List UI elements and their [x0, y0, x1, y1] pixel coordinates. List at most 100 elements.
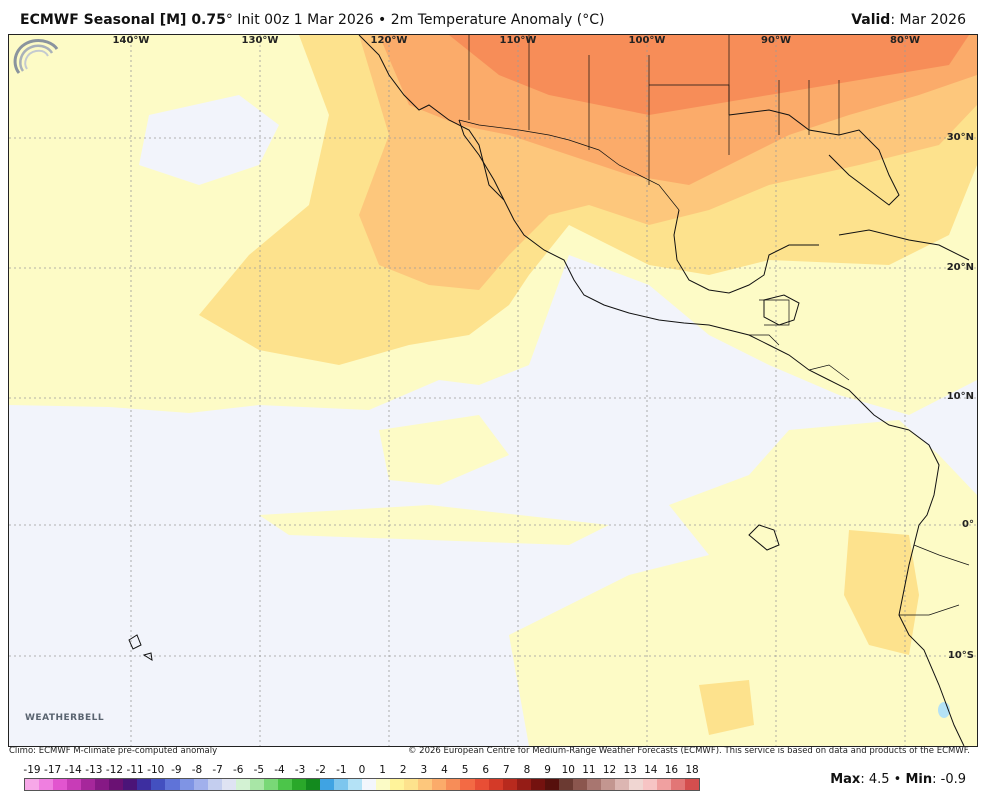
- model-name: ECMWF Seasonal [M] 0.75: [20, 12, 226, 28]
- scale-label: 0: [358, 764, 366, 776]
- scale-swatch: [614, 779, 630, 790]
- scale-swatch: [207, 779, 222, 790]
- scale-swatch: [305, 779, 320, 790]
- scale-label: 7: [503, 764, 510, 776]
- scale-label: -6: [233, 764, 244, 776]
- scale-swatch: [671, 779, 686, 790]
- scale-swatch: [488, 779, 503, 790]
- scale-label: 6: [482, 764, 490, 776]
- anomaly-0-1-equator-band: [259, 415, 609, 545]
- logo-text: WEATHERBELL: [25, 713, 105, 723]
- scale-swatch: [319, 779, 335, 790]
- init-and-variable: Init 00z 1 Mar 2026 • 2m Temperature Ano…: [232, 12, 605, 28]
- scale-label: -2: [315, 764, 326, 776]
- lat-label-0: 0°: [962, 519, 974, 530]
- lon-label-130w: 130°W: [241, 35, 279, 46]
- scale-swatch: [67, 779, 82, 790]
- scale-swatch: [502, 779, 517, 790]
- scale-swatch: [643, 779, 658, 790]
- anomaly-0-1-south: [509, 420, 977, 746]
- valid-date: Valid: Mar 2026: [851, 12, 966, 28]
- scale-label: 3: [420, 764, 428, 776]
- scale-label: -8: [191, 764, 203, 776]
- scale-swatch: [179, 779, 194, 790]
- scale-swatch: [390, 779, 405, 790]
- lon-label-80w: 80°W: [890, 35, 920, 46]
- scale-label: 9: [544, 764, 551, 776]
- max-min-stats: Max: 4.5 • Min: -0.9: [830, 772, 966, 787]
- map-title: ECMWF Seasonal [M] 0.75° Init 00z 1 Mar …: [20, 12, 604, 28]
- scale-swatch: [348, 779, 363, 790]
- scale-swatch: [123, 779, 138, 790]
- scale-swatch: [235, 779, 250, 790]
- scale-swatch: [586, 779, 601, 790]
- lat-label-30n: 30°N: [946, 132, 974, 143]
- scale-swatch: [25, 779, 40, 790]
- scale-swatch: [151, 779, 166, 790]
- min-value: : -0.9: [932, 772, 966, 787]
- scale-label: -1: [336, 764, 347, 776]
- scale-swatch: [291, 779, 306, 790]
- scale-swatch: [362, 779, 377, 790]
- scale-swatch: [165, 779, 180, 790]
- anomaly-1-2-south: [699, 530, 919, 735]
- scale-label: 5: [461, 764, 469, 776]
- scale-label: -9: [171, 764, 182, 776]
- scale-swatch: [109, 779, 124, 790]
- scale-swatch: [376, 779, 391, 790]
- scale-swatch: [474, 779, 489, 790]
- anomaly-map: 140°W 130°W 120°W 110°W 100°W 90°W 80°W …: [8, 34, 978, 747]
- scale-swatch: [572, 779, 587, 790]
- valid-label: Valid: [851, 12, 891, 28]
- lon-label-100w: 100°W: [628, 35, 666, 46]
- coastlines: [128, 35, 970, 746]
- anomaly-4-5: [449, 35, 969, 115]
- scale-swatch: [277, 779, 292, 790]
- lat-label-20n: 20°N: [946, 262, 974, 273]
- lon-label-120w: 120°W: [370, 35, 408, 46]
- lon-label-140w: 140°W: [112, 35, 150, 46]
- climo-note: Climo: ECMWF M-climate pre-computed anom…: [9, 746, 218, 756]
- weatherbell-logo: [13, 39, 59, 74]
- lat-label-10n: 10°N: [946, 391, 974, 402]
- scale-swatch: [193, 779, 208, 790]
- scale-swatch: [404, 779, 419, 790]
- lon-label-110w: 110°W: [499, 35, 537, 46]
- scale-swatch: [249, 779, 264, 790]
- scale-swatch: [685, 779, 700, 790]
- scale-swatch: [657, 779, 672, 790]
- cool-pocket-north: [139, 95, 279, 185]
- graticule: [9, 35, 977, 746]
- scale-swatch: [53, 779, 68, 790]
- scale-label: 14: [644, 764, 658, 776]
- borders: [458, 35, 970, 616]
- scale-swatch: [263, 779, 278, 790]
- scale-swatch: [432, 779, 447, 790]
- scale-label: -3: [294, 764, 306, 776]
- scale-label: 16: [664, 764, 679, 776]
- scale-swatch: [544, 779, 559, 790]
- scale-label: 18: [685, 764, 699, 776]
- scale-swatch: [460, 779, 475, 790]
- scale-swatch: [418, 779, 433, 790]
- scale-label: 8: [523, 764, 531, 776]
- scale-swatch: [137, 779, 152, 790]
- scale-label: -17: [44, 764, 62, 776]
- scale-label: 13: [623, 764, 637, 776]
- degree-mark: °: [225, 12, 233, 28]
- scale-swatch: [516, 779, 531, 790]
- scale-label: -5: [253, 764, 265, 776]
- max-label: Max: [830, 772, 861, 787]
- scale-label: -10: [147, 764, 165, 776]
- scale-label: 12: [602, 764, 617, 776]
- scale-label: 4: [441, 764, 448, 776]
- scale-swatch: [39, 779, 54, 790]
- scale-label: 2: [399, 764, 407, 776]
- scale-label: -14: [64, 764, 82, 776]
- scale-swatch: [221, 779, 236, 790]
- valid-value: : Mar 2026: [890, 12, 966, 28]
- scale-labels: -19 -17 -14 -13 -12 -11 -10 -9 -8 -7 -6 -5 -4 -3 -2 -1 0…: [23, 764, 700, 778]
- scale-swatch: [95, 779, 110, 790]
- scale-label: -7: [212, 764, 223, 776]
- copyright-note: © 2026 European Centre for Medium-Range …: [407, 746, 970, 756]
